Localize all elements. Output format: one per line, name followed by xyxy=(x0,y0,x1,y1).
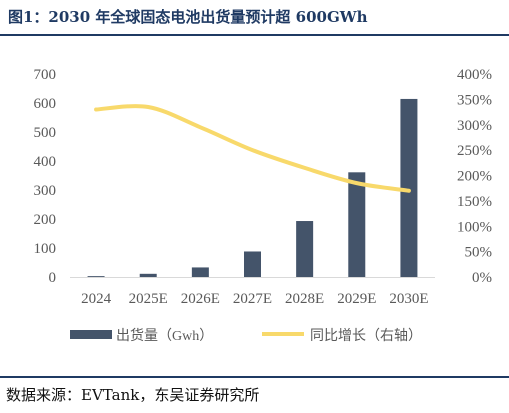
x-tick-label: 2025E xyxy=(129,291,168,307)
title-rule xyxy=(0,34,509,36)
y-right-tick-label: 0% xyxy=(472,270,492,286)
legend-line-label: 同比增长（右轴） xyxy=(310,328,422,344)
y-left-tick-label: 200 xyxy=(34,212,57,228)
x-tick-label: 2028E xyxy=(285,291,324,307)
x-tick-label: 2024 xyxy=(81,291,112,307)
y-right-tick-label: 150% xyxy=(457,194,492,210)
y-right-tick-label: 400% xyxy=(457,67,492,83)
y-left-tick-label: 0 xyxy=(49,270,57,286)
legend-bar-swatch xyxy=(70,330,112,339)
y-right-tick-label: 250% xyxy=(457,143,492,159)
y-left-tick-label: 100 xyxy=(34,241,57,257)
source-note: 数据来源：EVTank，东吴证券研究所 xyxy=(6,386,260,404)
x-tick-label: 2026E xyxy=(181,291,220,307)
y-right-tick-label: 350% xyxy=(457,92,492,108)
x-tick-label: 2027E xyxy=(233,291,272,307)
y-right-tick-label: 100% xyxy=(457,219,492,235)
bar xyxy=(244,251,261,277)
bar xyxy=(191,267,209,277)
plot-area: 0 100 200 300 400 500 600 700 0% 50% 100% 150% 200% 2… xyxy=(34,67,493,307)
y-right-tick-label: 50% xyxy=(465,245,493,261)
y-right-tick-label: 200% xyxy=(457,169,492,185)
bar xyxy=(87,276,105,277)
chart-title: 图1：2030 年全球固态电池出货量预计超 600GWh xyxy=(8,8,368,26)
y-left-tick-label: 700 xyxy=(34,67,57,83)
x-tick-label: 2030E xyxy=(389,291,428,307)
bar xyxy=(296,221,314,277)
y-right-tick-label: 300% xyxy=(457,118,492,134)
y-left-tick-label: 500 xyxy=(34,125,57,141)
source-rule xyxy=(0,376,509,378)
legend-bar-label: 出货量（Gwh） xyxy=(116,327,213,344)
y-left-tick-label: 400 xyxy=(34,154,57,170)
chart-svg: 0 100 200 300 400 500 600 700 0% 50% 100% 150% 200% 2… xyxy=(34,67,493,344)
bar xyxy=(139,273,157,277)
x-tick-label: 2029E xyxy=(337,291,376,307)
y-left-tick-label: 600 xyxy=(34,96,57,112)
growth-line xyxy=(94,104,411,193)
legend: 出货量（Gwh） 同比增长（右轴） xyxy=(70,327,422,344)
bar xyxy=(348,172,366,277)
y-left-tick-label: 300 xyxy=(34,183,57,199)
bar xyxy=(400,98,418,277)
